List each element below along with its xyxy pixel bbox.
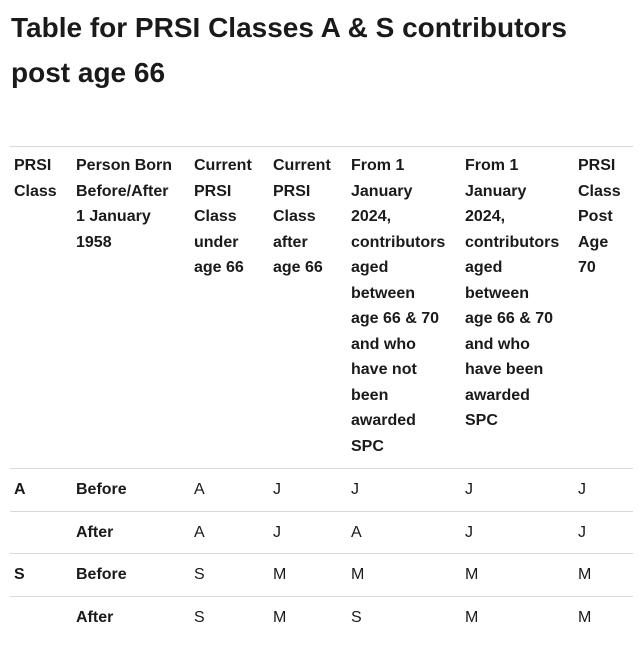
cell-current-after-66: J (273, 481, 281, 498)
col-header-2024-not-awarded-spc: From 1 January 2024, contributors aged b… (351, 157, 446, 455)
cell-2024-awarded-spc: M (465, 608, 479, 626)
cell-born: Before (76, 481, 127, 498)
cell-current-after-66: M (273, 608, 287, 626)
page-title: Table for PRSI Classes A & S contributor… (11, 12, 567, 88)
cell-current-under-66: S (194, 608, 205, 626)
cell-current-after-66: J (273, 523, 281, 541)
cell-current-under-66: A (194, 481, 205, 498)
cell-2024-awarded-spc: J (465, 523, 473, 541)
col-header-person-born: Person Born Before/After 1 January 1958 (76, 157, 173, 251)
cell-born: After (76, 523, 114, 541)
cell-prsi-class: A (14, 481, 26, 498)
cell-post-70: J (578, 481, 586, 498)
cell-prsi-class (10, 596, 72, 638)
cell-2024-not-awarded-spc: A (351, 523, 362, 541)
cell-prsi-class: S (14, 566, 25, 583)
prsi-classes-table: PRSI Class Person Born Before/After 1 Ja… (10, 146, 633, 638)
table-row: After A J A J J (10, 511, 633, 554)
header-row: PRSI Class Person Born Before/After 1 Ja… (10, 146, 633, 469)
cell-2024-awarded-spc: M (465, 566, 479, 583)
cell-post-70: M (578, 608, 592, 626)
cell-born: Before (76, 566, 127, 583)
cell-post-70: M (578, 566, 592, 583)
table-row: After S M S M M (10, 596, 633, 638)
cell-2024-awarded-spc: J (465, 481, 473, 498)
cell-2024-not-awarded-spc: J (351, 481, 359, 498)
cell-prsi-class (10, 511, 72, 554)
col-header-current-after-66: Current PRSI Class after age 66 (273, 157, 331, 276)
cell-current-under-66: S (194, 566, 205, 583)
col-header-prsi-class: PRSI Class (14, 157, 57, 200)
cell-current-after-66: M (273, 566, 287, 583)
cell-2024-not-awarded-spc: S (351, 608, 362, 626)
cell-2024-not-awarded-spc: M (351, 566, 365, 583)
col-header-current-under-66: Current PRSI Class under age 66 (194, 157, 252, 276)
cell-born: After (76, 608, 114, 626)
table-row: S Before S M M M M (10, 554, 633, 596)
cell-current-under-66: A (194, 523, 205, 541)
content-container: Table for PRSI Classes A & S contributor… (10, 5, 633, 638)
col-header-2024-awarded-spc: From 1 January 2024, contributors aged b… (465, 157, 560, 429)
col-header-prsi-class-post-70: PRSI Class Post Age 70 (578, 157, 621, 276)
table-row: A Before A J J J J (10, 469, 633, 511)
cell-post-70: J (578, 523, 586, 541)
